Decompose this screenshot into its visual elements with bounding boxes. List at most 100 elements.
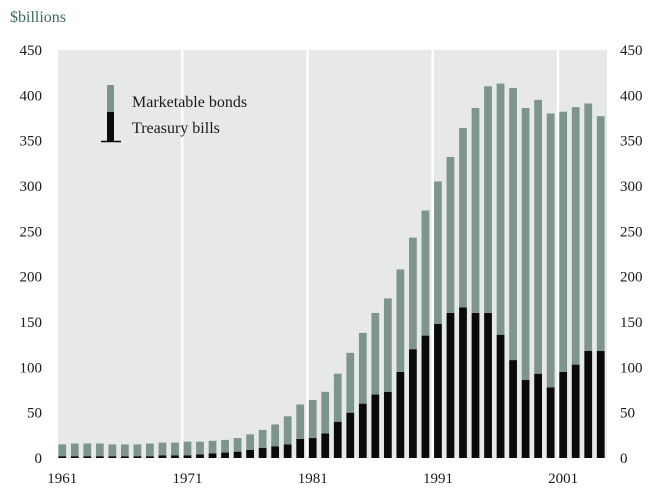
bar-marketable-bonds-1969 (158, 442, 167, 456)
bar-marketable-bonds-1972 (196, 441, 204, 455)
bar-treasury-bills-1966 (120, 456, 129, 458)
y-tick-left-400: 400 (20, 88, 43, 104)
bar-marketable-bonds-2003 (584, 103, 593, 352)
bar-treasury-bills-1964 (95, 456, 104, 458)
x-tick-1961: 1961 (47, 471, 77, 487)
x-tick-2001: 2001 (548, 471, 578, 487)
y-tick-right-300: 300 (620, 179, 643, 195)
gridlines (55, 50, 560, 458)
bar-treasury-bills-1975 (233, 451, 242, 458)
legend-label-treasury-bills: Treasury bills (132, 120, 220, 137)
bar-marketable-bonds-1998 (521, 108, 530, 381)
y-tick-right-150: 150 (620, 315, 643, 331)
bar-marketable-bonds-1993 (459, 127, 467, 308)
bar-treasury-bills-1990 (421, 335, 430, 458)
bar-marketable-bonds-1973 (208, 440, 217, 454)
y-tick-left-150: 150 (20, 315, 43, 331)
bar-treasury-bills-1976 (246, 449, 254, 458)
y-tick-left-250: 250 (20, 224, 43, 240)
bar-treasury-bills-1982 (321, 433, 330, 458)
legend-symbol (101, 85, 121, 143)
bar-treasury-bills-1983 (333, 421, 342, 458)
bar-treasury-bills-1980 (296, 438, 305, 458)
bar-treasury-bills-1962 (70, 456, 79, 458)
bar-treasury-bills-2004 (596, 351, 605, 458)
y-tick-right-0: 0 (620, 451, 628, 467)
bar-treasury-bills-1992 (446, 312, 455, 458)
bar-treasury-bills-1974 (221, 452, 229, 458)
bar-marketable-bonds-1961 (58, 444, 67, 457)
bar-marketable-bonds-1978 (271, 424, 280, 447)
y-tick-left-0: 0 (35, 451, 43, 467)
bar-marketable-bonds-1967 (133, 444, 142, 457)
bar-treasury-bills-2003 (584, 351, 593, 458)
bar-marketable-bonds-1976 (246, 434, 254, 450)
bar-treasury-bills-1972 (196, 454, 204, 458)
bar-treasury-bills-1998 (521, 380, 530, 458)
bar-marketable-bonds-1983 (333, 373, 342, 422)
bar-treasury-bills-1981 (308, 438, 317, 458)
bar-marketable-bonds-1987 (383, 298, 392, 392)
bars (58, 83, 605, 458)
bar-marketable-bonds-2001 (559, 111, 568, 372)
legend-label-marketable-bonds: Marketable bonds (132, 94, 247, 111)
y-tick-right-100: 100 (620, 360, 643, 376)
bar-marketable-bonds-1974 (221, 439, 229, 453)
bar-marketable-bonds-2000 (546, 113, 555, 388)
unit-label: $billions (10, 9, 66, 26)
bar-treasury-bills-1968 (146, 456, 154, 458)
bar-marketable-bonds-1971 (183, 441, 192, 456)
bar-marketable-bonds-1985 (358, 332, 367, 404)
bar-treasury-bills-1970 (171, 455, 179, 458)
y-tick-left-350: 350 (20, 134, 43, 150)
y-tick-left-450: 450 (20, 43, 43, 59)
bar-treasury-bills-1996 (496, 334, 505, 458)
y-tick-right-250: 250 (620, 224, 643, 240)
x-tick-1991: 1991 (423, 471, 453, 487)
bar-marketable-bonds-1991 (434, 181, 442, 324)
bar-marketable-bonds-1990 (421, 210, 430, 336)
bar-marketable-bonds-1980 (296, 404, 305, 439)
bar-marketable-bonds-1977 (258, 429, 267, 449)
bar-marketable-bonds-2002 (571, 107, 580, 365)
bar-treasury-bills-1969 (158, 455, 167, 458)
bar-marketable-bonds-1992 (446, 156, 455, 313)
bar-treasury-bills-1999 (534, 373, 543, 458)
y-tick-left-50: 50 (27, 406, 42, 422)
bar-marketable-bonds-1979 (283, 416, 292, 445)
y-tick-left-200: 200 (20, 270, 43, 286)
bar-treasury-bills-1965 (108, 456, 117, 458)
axis-labels: 0 0 50 50 100 100 150 150 200 200 250 250 300 300 350 3… (20, 43, 643, 487)
bar-treasury-bills-1977 (258, 448, 267, 458)
bar-treasury-bills-1978 (271, 446, 280, 458)
bar-treasury-bills-2000 (546, 387, 555, 458)
bar-treasury-bills-1963 (83, 456, 92, 458)
bar-treasury-bills-1994 (471, 312, 480, 458)
bar-treasury-bills-1995 (484, 312, 492, 458)
y-tick-right-450: 450 (620, 43, 643, 59)
bar-marketable-bonds-1984 (346, 352, 355, 413)
y-tick-right-400: 400 (620, 88, 643, 104)
bar-marketable-bonds-1988 (396, 269, 405, 372)
bar-marketable-bonds-1986 (371, 312, 380, 395)
bar-marketable-bonds-1962 (70, 443, 79, 457)
y-tick-right-50: 50 (620, 406, 635, 422)
bar-treasury-bills-1997 (509, 360, 517, 458)
bar-treasury-bills-1987 (383, 391, 392, 458)
bar-treasury-bills-1993 (459, 307, 467, 458)
bar-treasury-bills-1979 (283, 444, 292, 458)
bar-marketable-bonds-1995 (484, 86, 492, 313)
bar-treasury-bills-1985 (358, 403, 367, 458)
legend-swatch-treasury-bills (107, 112, 114, 141)
bar-treasury-bills-2002 (571, 364, 580, 458)
y-tick-left-300: 300 (20, 179, 43, 195)
bar-marketable-bonds-1966 (120, 444, 129, 457)
x-tick-1981: 1981 (298, 471, 328, 487)
bar-marketable-bonds-1989 (409, 237, 417, 350)
bar-marketable-bonds-1996 (496, 83, 505, 335)
y-tick-right-200: 200 (620, 270, 643, 286)
y-tick-left-100: 100 (20, 360, 43, 376)
bar-treasury-bills-1973 (208, 453, 217, 458)
bar-treasury-bills-2001 (559, 371, 568, 458)
